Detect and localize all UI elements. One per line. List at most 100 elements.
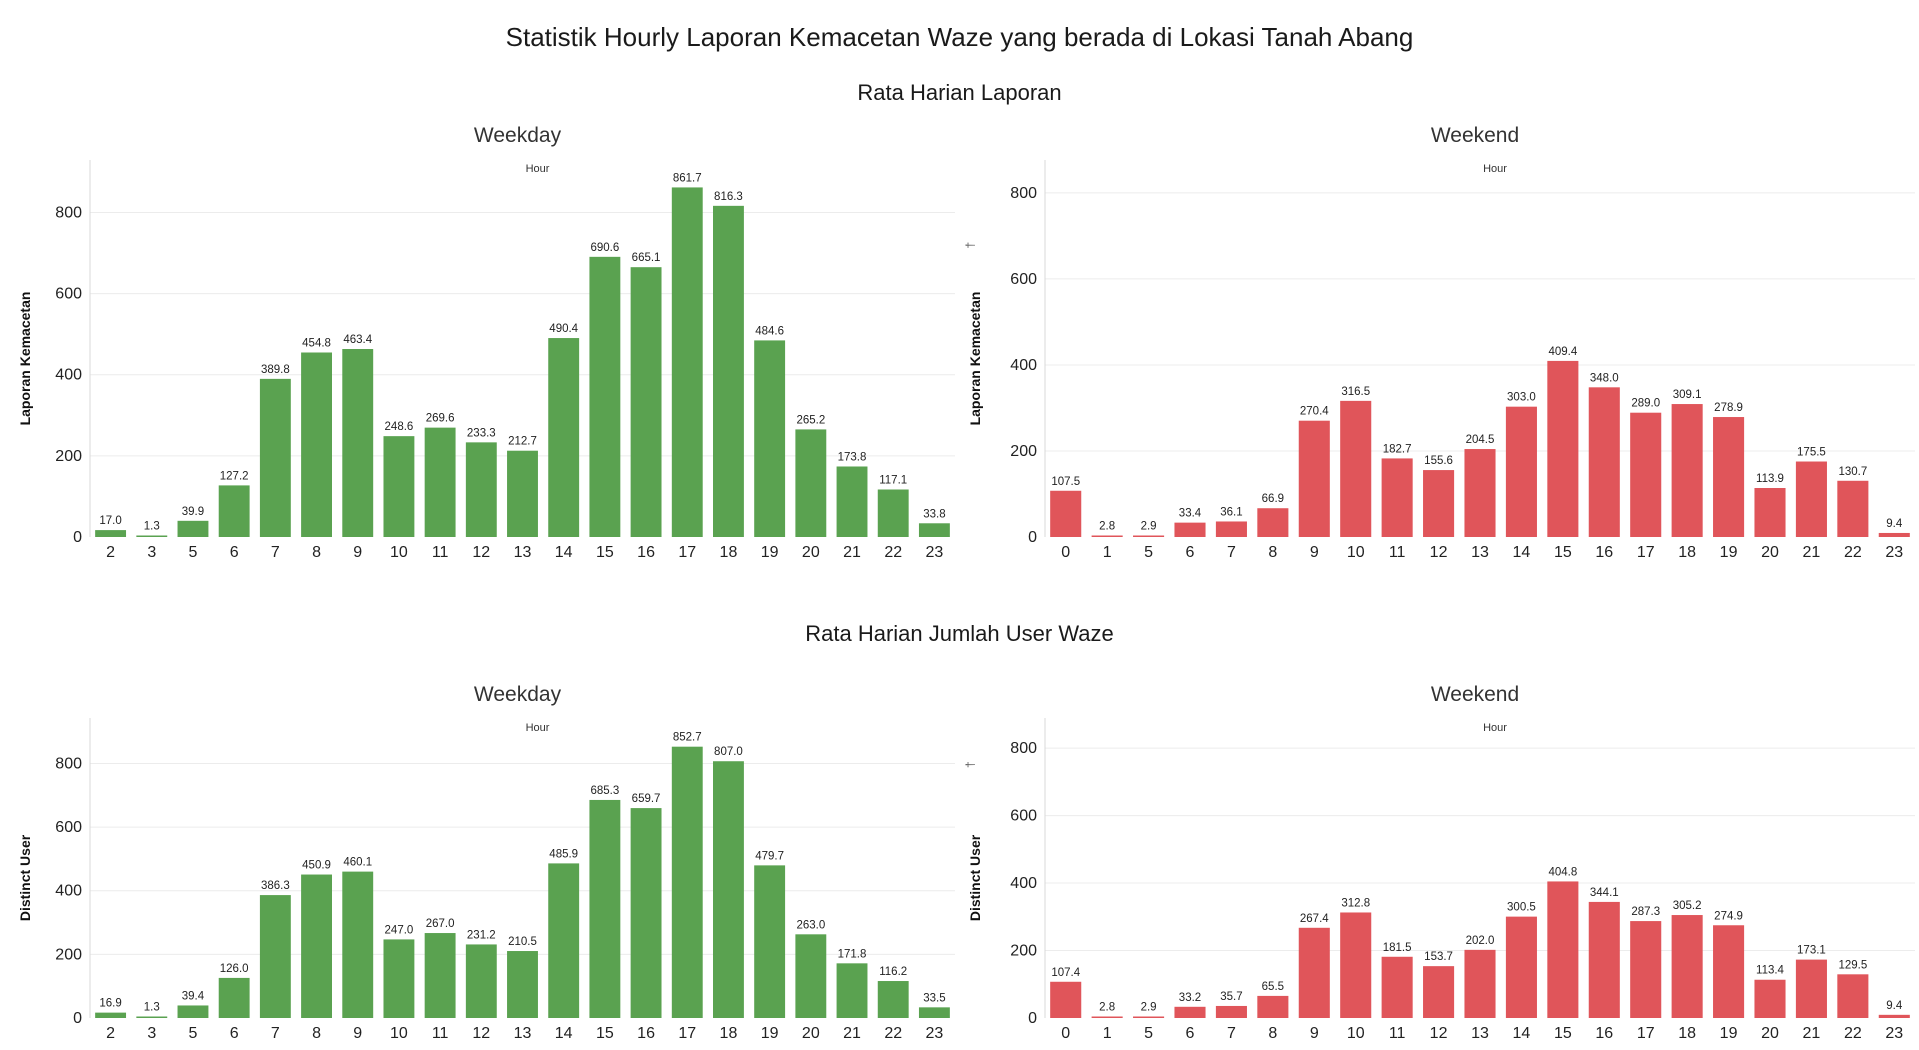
bar-13 (1464, 449, 1496, 537)
x-tick-label: 2 (106, 1025, 115, 1042)
data-label: 39.4 (182, 990, 205, 1002)
x-tick-label: 7 (271, 544, 280, 561)
bar-10 (383, 436, 415, 537)
panel-title: Weekend (1431, 124, 1519, 147)
bar-5 (177, 1005, 209, 1018)
bar-17 (671, 187, 703, 537)
x-tick-label: 20 (802, 544, 820, 561)
x-tick-label: 5 (189, 544, 198, 561)
bar-6 (1174, 522, 1206, 537)
x-tick-label: 21 (843, 544, 861, 561)
x-tick-label: 0 (1061, 1025, 1070, 1042)
x-tick-label: 13 (1471, 1025, 1489, 1042)
bar-11 (1381, 956, 1413, 1018)
data-label: 267.4 (1300, 913, 1329, 925)
data-label: 127.2 (220, 470, 249, 482)
bar-22 (877, 489, 909, 537)
x-tick-label: 11 (1389, 1025, 1406, 1042)
x-tick-label: 5 (1144, 544, 1153, 561)
bar-13 (507, 951, 538, 1018)
bar-10 (383, 939, 415, 1018)
data-label: 2.9 (1141, 521, 1157, 533)
data-label: 1.3 (144, 1002, 160, 1014)
x-tick-label: 5 (1144, 1025, 1153, 1042)
y-tick-label: 400 (1010, 875, 1037, 892)
data-label: 861.7 (673, 172, 702, 184)
x-tick-label: 19 (1720, 1025, 1738, 1042)
data-label: 33.5 (923, 992, 945, 1004)
bar-6 (1174, 1006, 1206, 1018)
section-title-laporan: Rata Harian Laporan (857, 80, 1062, 105)
x-tick-label: 8 (1268, 544, 1277, 561)
bar-13 (507, 450, 538, 537)
x-tick-label: 23 (926, 1025, 944, 1042)
data-label: 404.8 (1548, 866, 1577, 878)
bar-20 (795, 934, 827, 1018)
x-axis-title: Hour (1483, 722, 1507, 734)
data-label: 2.8 (1099, 1002, 1115, 1014)
bar-8 (1257, 995, 1289, 1018)
data-label: 153.7 (1424, 951, 1453, 963)
data-label: 130.7 (1838, 466, 1867, 478)
x-tick-label: 13 (514, 1025, 532, 1042)
bar-17 (1630, 921, 1662, 1018)
data-label: 289.0 (1631, 398, 1660, 410)
y-tick-label: 0 (1028, 529, 1037, 546)
x-tick-label: 15 (1554, 544, 1572, 561)
data-label: 816.3 (714, 191, 743, 203)
data-label: 807.0 (714, 746, 743, 758)
data-label: 17.0 (99, 515, 121, 527)
x-tick-label: 10 (1347, 1025, 1365, 1042)
x-tick-label: 18 (720, 544, 738, 561)
data-label: 450.9 (302, 860, 331, 872)
data-label: 36.1 (1220, 506, 1242, 518)
x-tick-label: 22 (1844, 544, 1862, 561)
data-label: 409.4 (1548, 346, 1577, 358)
x-tick-label: 8 (1268, 1025, 1277, 1042)
data-label: 113.4 (1756, 965, 1785, 977)
bar-19 (754, 340, 786, 537)
x-tick-label: 14 (555, 1025, 573, 1042)
x-tick-label: 20 (1761, 1025, 1779, 1042)
bar-9 (1298, 420, 1330, 537)
data-label: 278.9 (1714, 402, 1743, 414)
bar-14 (1505, 916, 1537, 1018)
data-label: 287.3 (1631, 906, 1660, 918)
bar-3 (136, 535, 168, 537)
bar-14 (1505, 406, 1537, 537)
x-axis-title: Hour (526, 163, 550, 175)
bar-2 (95, 530, 127, 537)
x-tick-label: 19 (761, 1025, 779, 1042)
data-label: 685.3 (590, 785, 619, 797)
bar-6 (218, 485, 250, 537)
x-tick-label: 16 (637, 544, 655, 561)
x-tick-label: 21 (1803, 1025, 1821, 1042)
y-tick-label: 200 (1010, 943, 1037, 960)
x-tick-label: 13 (1471, 544, 1489, 561)
x-tick-label: 6 (230, 1025, 239, 1042)
bar-0 (1050, 490, 1082, 537)
x-tick-label: 15 (1554, 1025, 1572, 1042)
data-label: 479.7 (755, 850, 784, 862)
data-label: 2.8 (1099, 521, 1115, 533)
data-label: 386.3 (261, 880, 290, 892)
data-label: 274.9 (1714, 910, 1743, 922)
data-label: 247.0 (385, 924, 414, 936)
y-tick-label: 200 (1010, 443, 1037, 460)
data-label: 348.0 (1590, 372, 1619, 384)
y-axis-title: Laporan Kemacetan (17, 292, 33, 426)
y-tick-label: 200 (55, 448, 82, 465)
x-tick-label: 9 (1310, 544, 1319, 561)
bar-7 (1215, 1005, 1247, 1018)
x-tick-label: 16 (1595, 1025, 1613, 1042)
x-tick-label: 21 (843, 1025, 861, 1042)
bar-21 (1795, 461, 1827, 537)
x-tick-label: 18 (1678, 544, 1696, 561)
x-tick-label: 22 (884, 544, 902, 561)
bar-8 (301, 352, 332, 537)
data-label: 65.5 (1262, 981, 1284, 993)
y-tick-label: 400 (55, 883, 82, 900)
x-tick-label: 11 (1389, 544, 1406, 561)
bar-1 (1091, 535, 1123, 537)
x-tick-label: 8 (312, 1025, 321, 1042)
